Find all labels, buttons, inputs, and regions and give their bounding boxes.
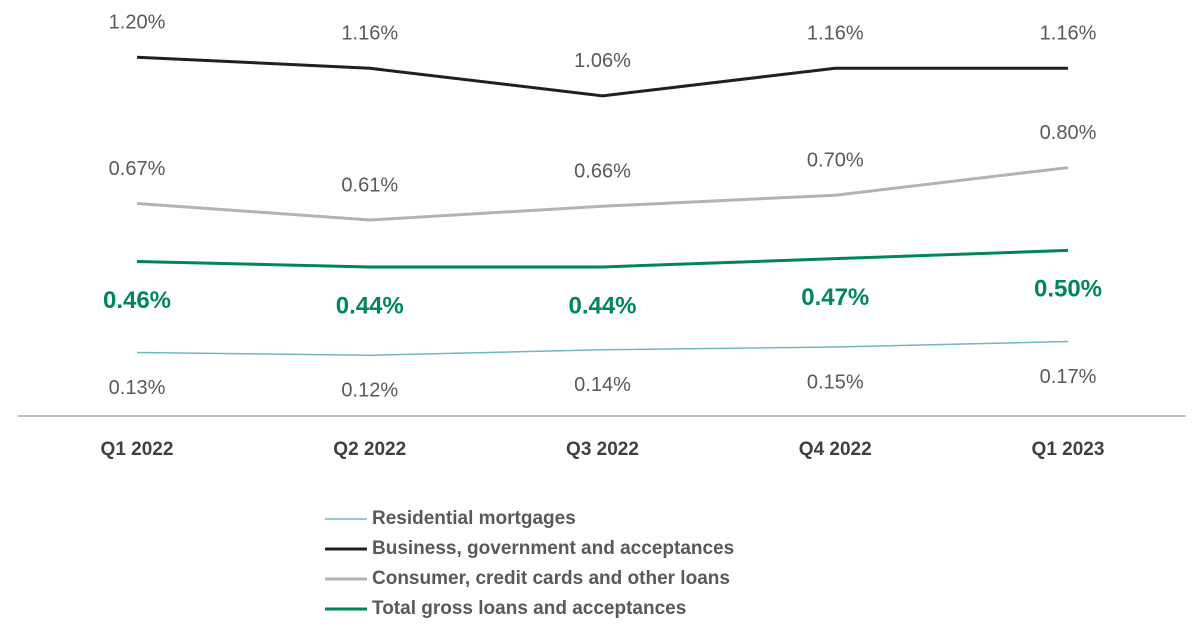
data-label: 0.66%: [574, 161, 631, 183]
series-line: [136, 340, 1069, 357]
x-tick-label: Q4 2022: [799, 439, 872, 460]
data-label: 0.13%: [109, 377, 166, 399]
data-label: 1.16%: [341, 23, 398, 45]
data-label: 0.50%: [1034, 276, 1102, 303]
series-line: [136, 248, 1069, 269]
x-tick-label: Q2 2022: [333, 439, 406, 460]
data-label: 0.44%: [336, 292, 404, 319]
data-label: 0.12%: [341, 380, 398, 402]
legend-label: Business, government and acceptances: [372, 538, 734, 559]
data-label: 0.17%: [1040, 366, 1097, 388]
x-tick-label: Q1 2022: [101, 439, 174, 460]
data-label: 1.16%: [1040, 23, 1097, 45]
x-tick-label: Q3 2022: [566, 439, 639, 460]
x-tick-label: Q1 2023: [1032, 439, 1105, 460]
series-line: [136, 55, 1068, 98]
data-label: 0.44%: [568, 292, 636, 319]
data-label: 0.80%: [1040, 122, 1097, 144]
data-label: 1.16%: [807, 23, 864, 45]
legend-label: Residential mortgages: [372, 508, 576, 529]
data-label: 0.15%: [807, 371, 864, 393]
legend-label: Total gross loans and acceptances: [372, 598, 686, 619]
data-label: 1.06%: [574, 50, 631, 72]
data-label: 0.61%: [341, 174, 398, 196]
data-label: 0.67%: [109, 158, 166, 180]
data-label: 1.20%: [109, 11, 166, 33]
data-label: 0.14%: [574, 374, 631, 396]
series-line: [136, 166, 1069, 222]
data-label: 0.46%: [103, 287, 171, 314]
data-label: 0.47%: [801, 284, 869, 311]
data-label: 0.70%: [807, 149, 864, 171]
legend-label: Consumer, credit cards and other loans: [372, 568, 730, 589]
